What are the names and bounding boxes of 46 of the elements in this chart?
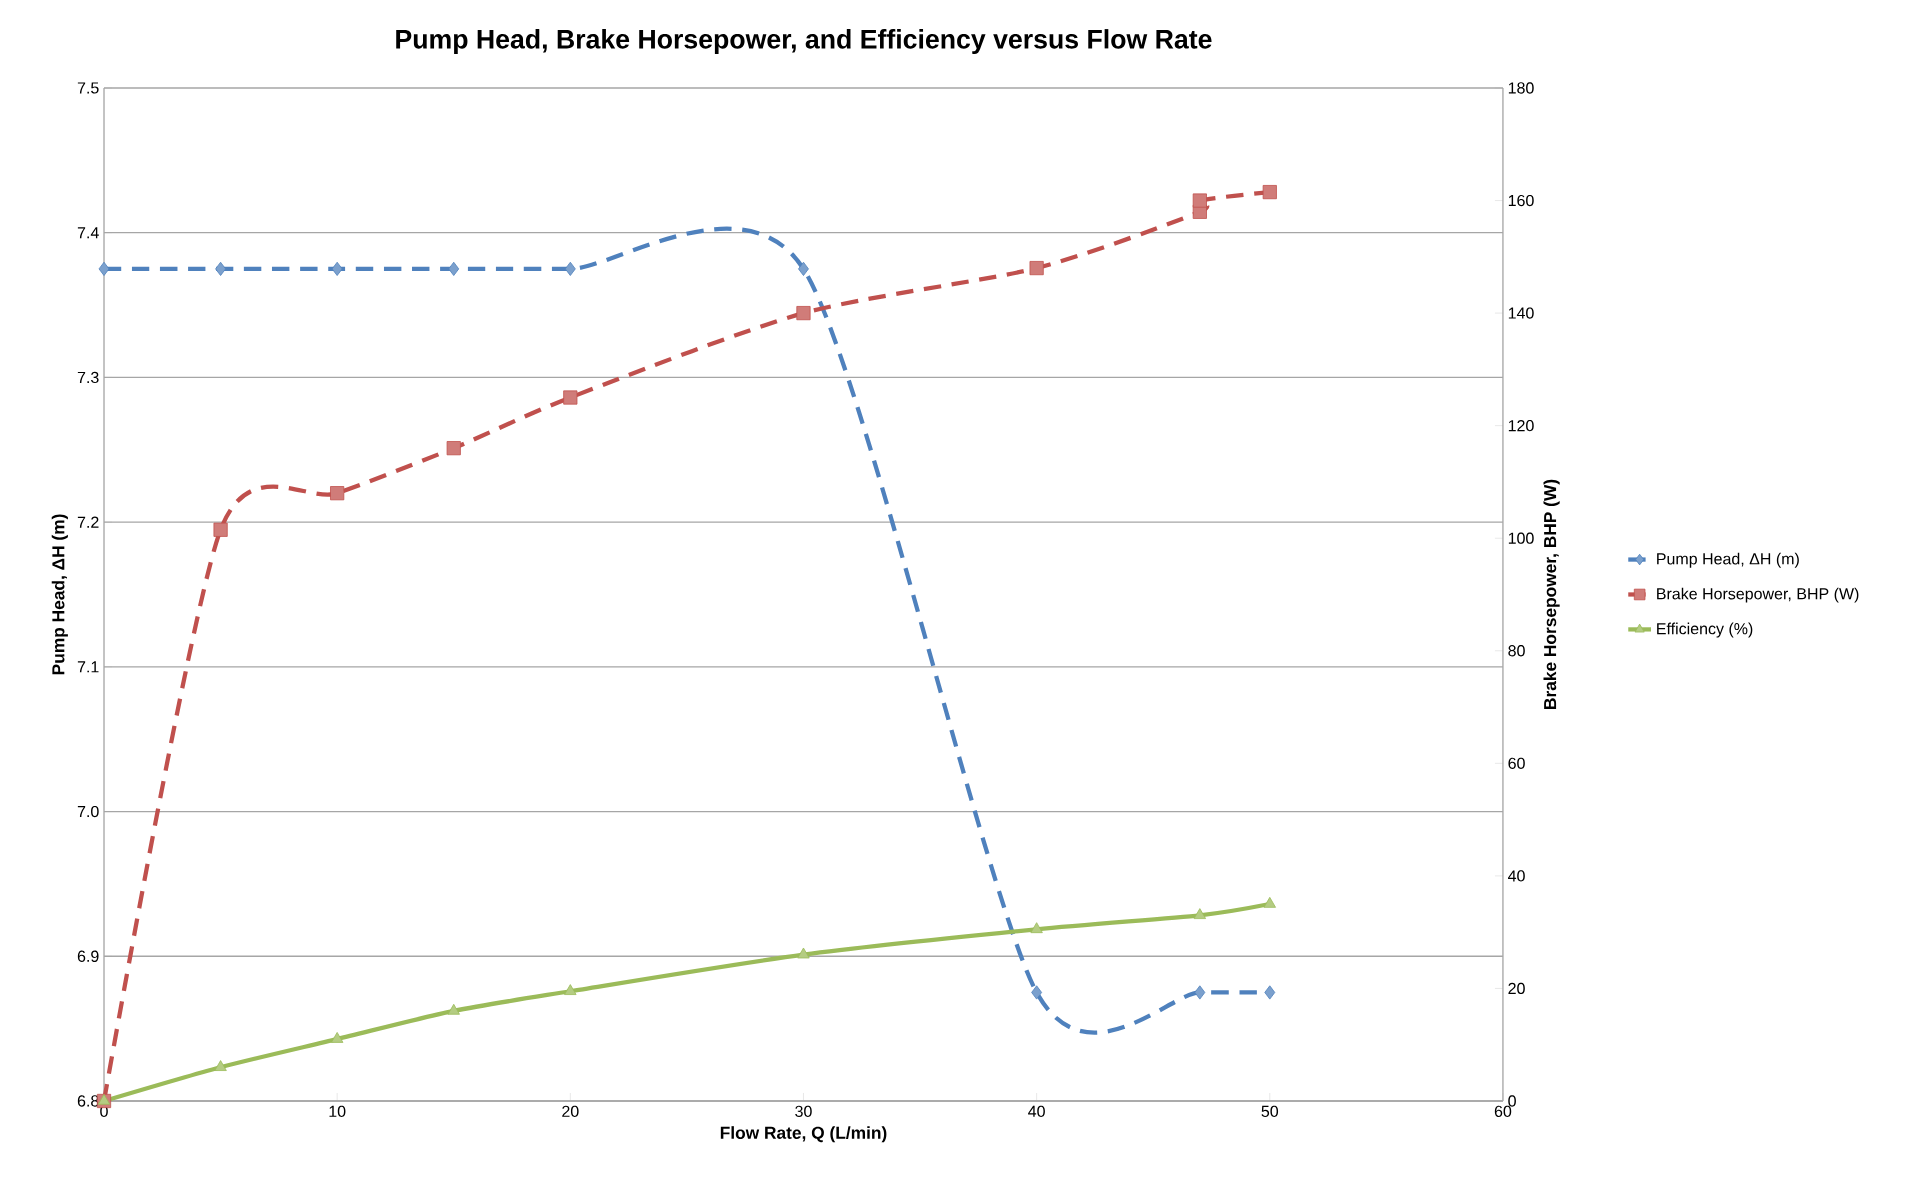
y-tick-label: 7.2 (77, 516, 99, 528)
x-tick-label: 10 (329, 1105, 346, 1118)
x-axis-title: Flow Rate, Q (L/min) (720, 1126, 887, 1143)
x-tick-label: 20 (562, 1105, 579, 1118)
point (1263, 896, 1276, 908)
y2-tick-label: 0 (1508, 1095, 1516, 1107)
point (564, 984, 577, 995)
y-axis-title: Pump Head, ΔH (m) (51, 514, 68, 675)
point (1193, 908, 1207, 919)
y-tick-label: 7.5 (77, 82, 99, 94)
legend-label: Pump Head, ΔH (m) (1657, 552, 1799, 568)
y-tick-label: 7.1 (77, 661, 99, 673)
point (330, 486, 345, 501)
point (1029, 261, 1044, 276)
x-tick-label: 40 (1028, 1105, 1045, 1118)
y2-tick-label: 120 (1508, 419, 1534, 432)
y2-tick-label: 80 (1508, 645, 1525, 657)
y2-tick-label: 140 (1508, 307, 1534, 319)
point (213, 522, 228, 537)
point (1192, 193, 1207, 208)
point (330, 1032, 344, 1043)
point (797, 947, 810, 959)
y-tick-label: 6.9 (77, 950, 99, 962)
point (563, 390, 578, 405)
x-tick-label: 50 (1261, 1105, 1279, 1118)
y2-tick-label: 40 (1508, 870, 1525, 882)
point (1262, 185, 1277, 200)
y2-tick-label: 160 (1508, 194, 1534, 207)
point (1030, 922, 1043, 934)
point (447, 1003, 460, 1015)
y-tick-label: 7.3 (77, 371, 99, 384)
y2-tick-label: 20 (1508, 982, 1525, 995)
y2-axis-title: Brake Horsepower, BHP (W) (1543, 479, 1560, 709)
point (796, 306, 811, 321)
point (214, 1060, 227, 1071)
point (446, 441, 461, 456)
x-tick-label: 60 (1494, 1105, 1512, 1118)
x-tick-label: 30 (795, 1105, 812, 1118)
legend-label: Brake Horsepower, BHP (W) (1657, 587, 1859, 603)
chart-title: Pump Head, Brake Horsepower, and Efficiency versus Flow Rate (396, 29, 1212, 54)
y2-tick-label: 100 (1508, 532, 1534, 544)
y-tick-label: 7.4 (77, 227, 99, 239)
y-tick-label: 7.0 (77, 805, 99, 818)
y2-tick-label: 180 (1508, 82, 1534, 94)
legend-label: Efficiency (%) (1657, 622, 1753, 638)
y2-tick-label: 60 (1508, 757, 1525, 769)
